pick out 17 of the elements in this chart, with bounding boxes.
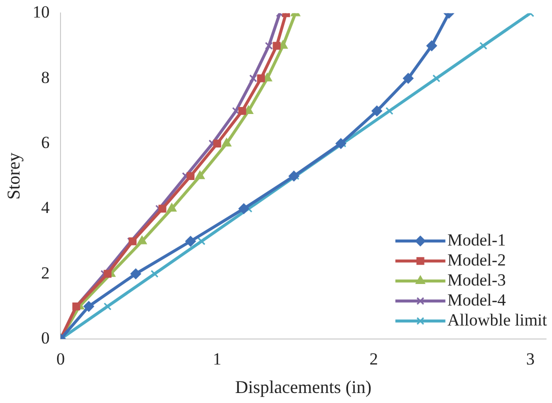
y-tick-label: 0 <box>41 328 50 348</box>
y-tick-label: 4 <box>41 198 50 218</box>
legend-label: Model-4 <box>447 290 506 310</box>
legend-label: Model-3 <box>447 270 506 290</box>
y-tick-label: 6 <box>41 132 50 152</box>
y-tick-label: 2 <box>41 263 50 282</box>
legend-label: Allowble limit <box>447 310 548 330</box>
y-tick-label: 10 <box>32 2 50 22</box>
x-tick-label: 0 <box>56 350 65 369</box>
x-tick-label: 3 <box>526 350 535 369</box>
x-axis-title: Displacements (in) <box>235 376 372 397</box>
x-tick-label: 2 <box>370 350 378 369</box>
x-tick-label: 1 <box>212 350 222 369</box>
y-tick-label: 8 <box>41 68 50 87</box>
y-axis-title: Storey <box>4 152 24 200</box>
legend-label: Model-2 <box>447 250 506 270</box>
legend-label: Model-1 <box>447 230 506 250</box>
